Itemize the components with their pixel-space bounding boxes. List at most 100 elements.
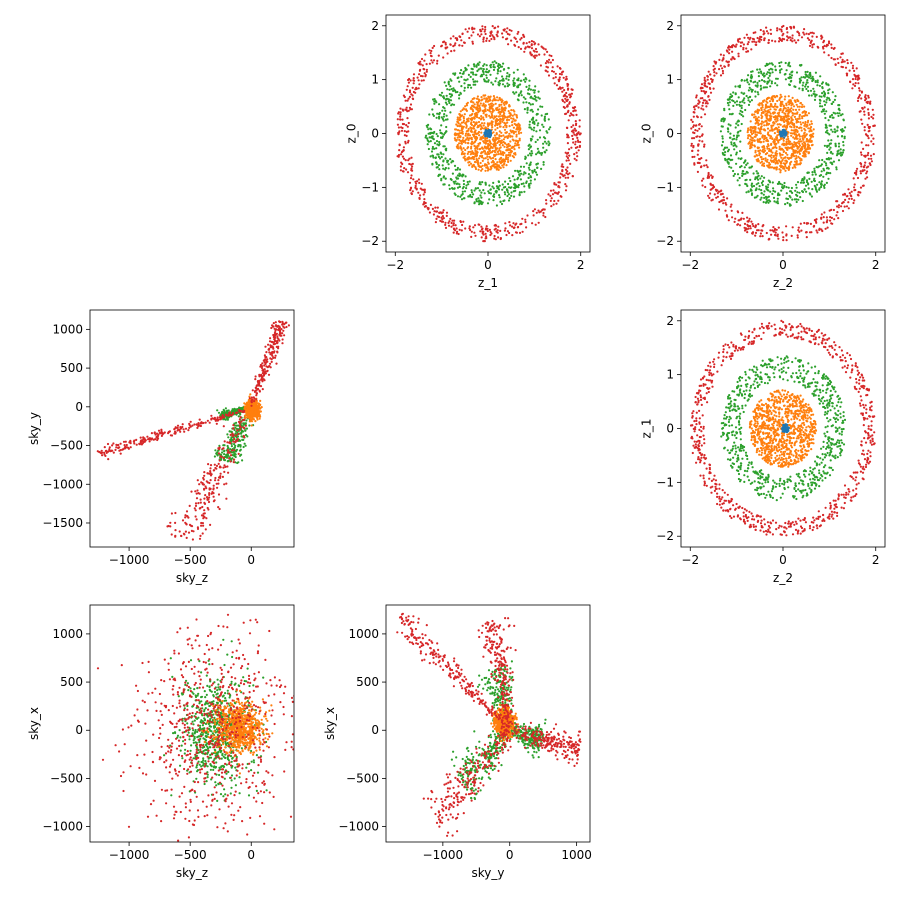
point-1-169 [735, 162, 738, 165]
point-0-181 [707, 194, 710, 197]
point-0-475 [812, 32, 815, 35]
point-2-836 [467, 129, 470, 132]
point-1-80 [428, 113, 431, 116]
point-1-651 [533, 89, 537, 92]
point-1-380 [540, 153, 543, 156]
point-2-707 [785, 102, 788, 105]
point-1-299 [477, 197, 480, 200]
point-1-42 [458, 97, 461, 100]
point-1-94 [727, 123, 730, 126]
point-0-242 [567, 176, 570, 179]
point-2-496 [458, 116, 461, 119]
point-0-74 [864, 431, 868, 434]
point-2-417 [500, 141, 503, 144]
point-2-411 [754, 131, 757, 134]
point-2-878 [487, 168, 490, 171]
point-2-852 [760, 120, 764, 123]
point-1-40 [745, 191, 748, 194]
point-0-10 [690, 144, 693, 147]
point-2-688 [750, 146, 753, 149]
point-1-686 [754, 84, 757, 87]
point-1-6 [528, 84, 531, 87]
point-1-268 [810, 195, 814, 198]
point-0-529 [484, 227, 488, 230]
point-1-587 [723, 118, 726, 121]
point-2-875 [501, 99, 504, 102]
point-2-761 [807, 151, 810, 155]
point-1-417 [798, 81, 802, 84]
point-0-285 [544, 62, 548, 65]
point-1-498 [724, 146, 727, 149]
point-2-745 [764, 110, 767, 113]
point-1-573 [506, 72, 509, 75]
point-1-532 [445, 114, 448, 117]
point-0-510 [860, 162, 863, 166]
point-0-665 [696, 170, 700, 173]
point-2-481 [793, 165, 796, 168]
point-0-612 [807, 33, 811, 36]
point-1-506 [829, 151, 832, 154]
point-2-348 [491, 114, 494, 117]
point-2-898 [767, 164, 771, 167]
point-1-446 [820, 110, 823, 113]
point-2-746 [505, 135, 508, 138]
point-0-645 [859, 172, 863, 175]
point-0-613 [736, 223, 740, 226]
point-0-396 [857, 82, 860, 85]
point-2-684 [495, 163, 498, 166]
point-0-602 [743, 36, 746, 39]
point-1-407 [528, 102, 531, 105]
point-1-509 [453, 164, 457, 167]
point-0-623 [862, 166, 866, 169]
point-1-526 [534, 85, 537, 88]
point-1-546 [447, 167, 450, 170]
point-0-586 [835, 214, 838, 217]
point-1-483 [480, 196, 483, 199]
point-1-429 [457, 177, 460, 180]
point-1-486 [749, 79, 752, 82]
point-1-295 [440, 116, 443, 119]
point-2-730 [471, 164, 474, 167]
point-1-207 [797, 198, 800, 201]
point-0-132 [699, 396, 703, 399]
point-2-529 [759, 149, 762, 152]
point-2-724 [454, 134, 457, 137]
point-1-391 [735, 153, 738, 156]
point-2-810 [464, 132, 468, 135]
point-2-712 [462, 156, 465, 159]
point-0-35 [425, 63, 428, 66]
point-0-195 [705, 484, 708, 487]
point-1-489 [746, 162, 749, 165]
point-1-284 [505, 75, 508, 78]
point-0-101 [856, 369, 859, 372]
point-0-99 [846, 366, 849, 370]
point-0-179 [481, 25, 484, 28]
point-1-209 [822, 175, 825, 178]
point-0-15 [406, 99, 409, 102]
point-2-893 [793, 131, 796, 135]
point-1-570 [829, 142, 833, 145]
point-0-295 [484, 232, 487, 235]
point-0-381 [557, 87, 560, 90]
point-2-409 [770, 97, 773, 100]
point-1-3 [449, 158, 452, 161]
point-1-194 [435, 116, 438, 119]
point-1-134 [527, 173, 531, 176]
point-0-17 [437, 54, 440, 57]
point-2-658 [795, 121, 798, 124]
point-1-557 [726, 160, 729, 163]
point-0-645 [423, 205, 426, 208]
point-0-183 [408, 95, 411, 98]
point-1-545 [728, 165, 731, 168]
point-0-352 [708, 196, 711, 199]
point-0-113 [789, 328, 792, 331]
point-0-208 [729, 515, 732, 518]
point-1-645 [439, 157, 442, 160]
point-1-220 [435, 161, 438, 164]
point-2-178 [795, 143, 798, 147]
point-1-118 [467, 73, 470, 76]
point-2-111 [470, 147, 473, 150]
point-1-421 [547, 144, 550, 147]
point-2-462 [775, 137, 779, 140]
point-1-590 [429, 131, 432, 135]
